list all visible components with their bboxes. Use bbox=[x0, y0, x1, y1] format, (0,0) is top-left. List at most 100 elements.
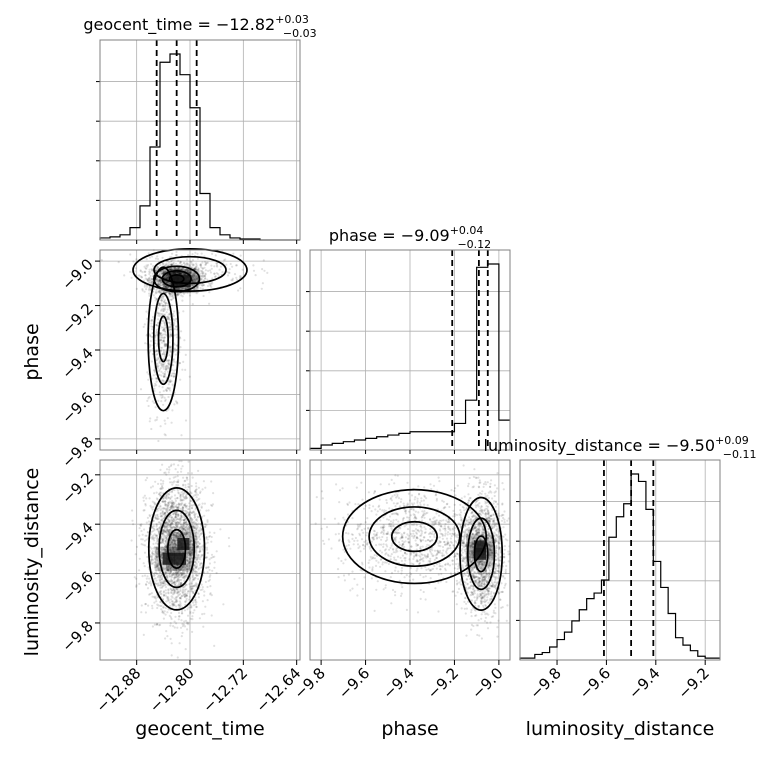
scatter-point bbox=[167, 362, 170, 365]
scatter-point bbox=[172, 587, 175, 591]
scatter-point bbox=[173, 328, 176, 331]
scatter-point bbox=[173, 369, 176, 372]
scatter-point bbox=[172, 263, 175, 266]
scatter-point bbox=[154, 292, 157, 295]
scatter-point bbox=[177, 464, 180, 467]
scatter-point bbox=[168, 466, 171, 469]
scatter-point bbox=[192, 604, 196, 607]
scatter-point bbox=[167, 317, 170, 320]
scatter-point bbox=[211, 282, 214, 285]
scatter-point bbox=[158, 283, 161, 286]
scatter-point bbox=[168, 381, 171, 384]
scatter-point bbox=[194, 515, 197, 518]
scatter-point bbox=[210, 553, 214, 556]
scatter-point bbox=[210, 535, 213, 539]
scatter-point bbox=[149, 582, 153, 585]
scatter-point bbox=[177, 615, 181, 618]
scatter-point bbox=[188, 598, 191, 601]
scatter-point bbox=[197, 536, 201, 539]
scatter-point bbox=[179, 503, 182, 506]
scatter-point bbox=[165, 285, 168, 288]
scatter-point bbox=[171, 579, 174, 583]
scatter-point bbox=[158, 278, 161, 281]
scatter-point bbox=[175, 622, 178, 625]
scatter-point bbox=[169, 571, 172, 574]
scatter-point bbox=[184, 268, 188, 271]
scatter-point bbox=[179, 626, 183, 629]
scatter-point bbox=[182, 484, 185, 487]
scatter-point bbox=[188, 502, 191, 505]
scatter-point bbox=[165, 600, 168, 603]
scatter-point bbox=[164, 398, 167, 401]
scatter-point bbox=[208, 562, 211, 565]
scatter-point bbox=[169, 624, 172, 627]
scatter-point bbox=[157, 439, 160, 443]
scatter-point bbox=[130, 276, 133, 279]
scatter-point bbox=[162, 365, 165, 368]
scatter-point bbox=[194, 267, 197, 270]
scatter-point bbox=[241, 268, 244, 271]
scatter-point bbox=[153, 401, 156, 405]
scatter-point bbox=[201, 588, 204, 591]
scatter-point bbox=[196, 558, 199, 561]
scatter-point bbox=[186, 510, 189, 514]
scatter-point bbox=[204, 269, 207, 272]
scatter-point bbox=[146, 399, 149, 402]
scatter-point bbox=[238, 577, 241, 580]
scatter-point bbox=[159, 263, 162, 267]
scatter-point bbox=[171, 409, 174, 412]
scatter-point bbox=[168, 261, 171, 264]
scatter-point bbox=[167, 276, 170, 279]
scatter-point bbox=[190, 588, 193, 592]
scatter-point bbox=[139, 388, 143, 391]
scatter-point bbox=[163, 300, 166, 304]
scatter-point bbox=[175, 483, 178, 487]
scatter-point bbox=[192, 263, 195, 266]
scatter-point bbox=[252, 264, 255, 267]
scatter-point bbox=[201, 586, 204, 589]
scatter-point bbox=[141, 538, 144, 541]
scatter-point bbox=[174, 468, 177, 471]
scatter-point bbox=[193, 598, 197, 602]
scatter-point bbox=[151, 535, 154, 539]
scatter-point bbox=[179, 272, 182, 275]
scatter-point bbox=[207, 269, 210, 272]
scatter-point bbox=[166, 597, 169, 600]
scatter-point bbox=[186, 608, 189, 611]
scatter-point bbox=[151, 255, 154, 258]
scatter-point bbox=[157, 280, 160, 284]
scatter-geocent_time-phase bbox=[100, 248, 269, 443]
scatter-point bbox=[158, 279, 161, 282]
scatter-point bbox=[173, 267, 176, 270]
scatter-point bbox=[144, 603, 147, 606]
scatter-point bbox=[191, 274, 194, 277]
scatter-point bbox=[162, 612, 165, 615]
scatter-point bbox=[195, 485, 198, 488]
scatter-point bbox=[169, 622, 172, 625]
scatter-point bbox=[172, 375, 175, 378]
scatter-point bbox=[156, 255, 159, 258]
scatter-point bbox=[177, 287, 180, 290]
scatter-point bbox=[150, 427, 153, 431]
panel-2-1 bbox=[310, 460, 510, 660]
scatter-point bbox=[168, 293, 171, 296]
scatter-point bbox=[162, 379, 165, 382]
scatter-point bbox=[203, 590, 206, 593]
scatter-point bbox=[173, 494, 177, 497]
scatter-point bbox=[191, 476, 194, 479]
scatter-point bbox=[190, 504, 193, 507]
scatter-point bbox=[194, 573, 197, 576]
scatter-point bbox=[144, 502, 147, 506]
scatter-point bbox=[145, 258, 148, 261]
scatter-point bbox=[187, 269, 190, 272]
scatter-point bbox=[188, 511, 191, 514]
scatter-point bbox=[175, 272, 178, 275]
scatter-point bbox=[198, 617, 201, 620]
scatter-point bbox=[178, 262, 182, 265]
scatter-point bbox=[186, 263, 190, 266]
scatter-point bbox=[159, 274, 162, 277]
scatter-point bbox=[177, 287, 180, 290]
scatter-point bbox=[181, 625, 184, 628]
scatter-point bbox=[166, 274, 169, 277]
scatter-point bbox=[195, 275, 198, 278]
